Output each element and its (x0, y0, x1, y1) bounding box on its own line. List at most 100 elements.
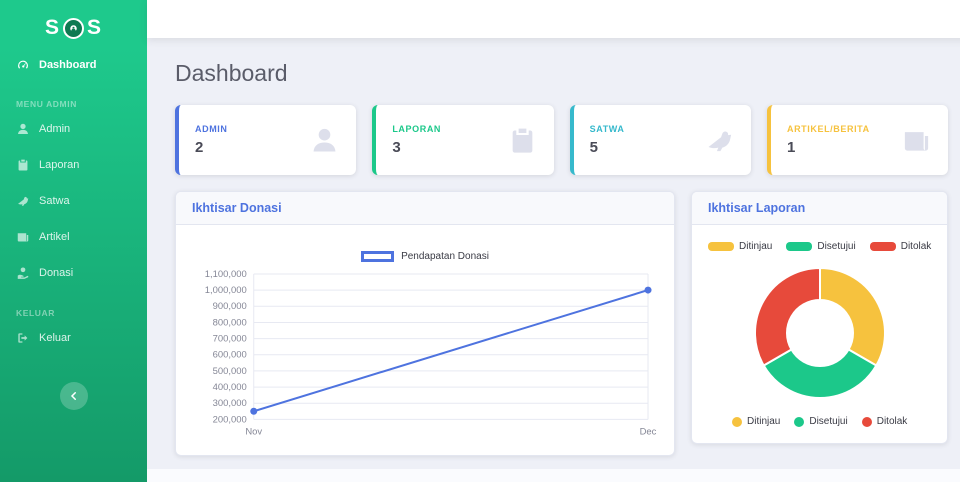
dove-icon (708, 130, 732, 151)
panel-ikhtisar-laporan: Ikhtisar Laporan Ditinjau Disetujui Ditola… (691, 191, 949, 444)
sidebar-item-donasi[interactable]: Donasi (0, 255, 147, 291)
legend-swatch (361, 251, 395, 262)
panel-title: Ikhtisar Donasi (192, 201, 282, 215)
data-point (644, 286, 652, 294)
donut-slice-ditinjau (818, 266, 886, 367)
legend-swatch (786, 242, 813, 251)
content: Dashboard ADMIN 2 LAPORAN 3 SATWA (147, 38, 960, 469)
donut-legend-item-ditinjau[interactable]: Ditinjau (708, 241, 772, 252)
sidebar-item-satwa[interactable]: Satwa (0, 183, 147, 219)
svg-text:1,000,000: 1,000,000 (205, 285, 247, 296)
panel-header: Ikhtisar Donasi (176, 192, 674, 225)
legend-dot (794, 416, 805, 427)
sidebar-item-label: Artikel (39, 231, 70, 243)
stat-card-label: ARTIKEL/BERITA (786, 124, 870, 134)
svg-text:700,000: 700,000 (213, 334, 247, 345)
donut-legend-bottom: Ditinjau Disetujui Ditolak (708, 416, 931, 427)
stat-card-admin[interactable]: ADMIN 2 (175, 105, 357, 175)
donut-legend-item-ditinjau[interactable]: Ditinjau (732, 416, 780, 427)
line-chart: 200,000 300,000 400,000 500,000 600,000 700,0… (205, 269, 657, 437)
stat-card-label: ADMIN (195, 124, 228, 134)
svg-text:800,000: 800,000 (213, 317, 247, 328)
clipboard-icon (512, 128, 532, 153)
stat-card-satwa[interactable]: SATWA 5 (569, 105, 751, 175)
legend-label: Ditinjau (739, 241, 773, 252)
donut-legend-top: Ditinjau Disetujui Ditolak (708, 241, 931, 252)
legend-swatch (708, 242, 734, 251)
donut-legend-item-disetujui[interactable]: Disetujui (794, 416, 848, 427)
svg-text:400,000: 400,000 (213, 382, 247, 393)
legend-label: Ditolak (900, 241, 932, 252)
stat-cards-row: ADMIN 2 LAPORAN 3 SATWA 5 (175, 105, 949, 175)
clipboard-icon (18, 159, 28, 171)
stat-card-text: ADMIN 2 (195, 124, 228, 156)
stat-card-label: SATWA (589, 124, 625, 134)
donut-legend-item-ditolak[interactable]: Ditolak (869, 241, 932, 252)
sidebar-item-keluar[interactable]: Keluar (0, 320, 147, 356)
stat-card-value: 1 (786, 139, 796, 156)
stat-card-laporan[interactable]: LAPORAN 3 (372, 105, 554, 175)
stat-card-text: ARTIKEL/BERITA 1 (787, 124, 870, 156)
legend-label: Disetujui (817, 241, 856, 252)
donut-slice-ditolak (753, 266, 821, 367)
legend-label: Ditolak (876, 416, 908, 427)
brand-text-left: S (44, 16, 60, 39)
donut-legend-item-disetujui[interactable]: Disetujui (786, 241, 856, 252)
svg-text:900,000: 900,000 (213, 301, 247, 312)
charts-row: Ikhtisar Donasi Pendapatan Donasi 200,00… (175, 191, 949, 457)
legend-dot (732, 416, 742, 427)
newspaper-icon (17, 233, 29, 242)
stat-card-text: LAPORAN 3 (392, 124, 441, 156)
tachometer-icon (18, 60, 28, 69)
user-icon (313, 128, 336, 151)
sidebar-section-keluar: KELUAR (16, 308, 56, 318)
panel-body: Pendapatan Donasi 200,000 300,000 400,000 5… (176, 225, 674, 455)
footer-strip (147, 469, 960, 482)
chevron-left-icon (70, 392, 76, 400)
sidebar-item-label: Laporan (39, 159, 80, 171)
svg-text:Nov: Nov (245, 426, 262, 437)
donut-legend-item-ditolak[interactable]: Ditolak (861, 416, 908, 427)
data-point (250, 407, 258, 415)
sidebar-item-admin[interactable]: Admin (0, 111, 147, 147)
sidebar-section-menu-admin: MENU ADMIN (16, 99, 77, 109)
sidebar-item-dashboard[interactable]: Dashboard (0, 48, 147, 82)
sidebar-collapse-button[interactable] (59, 382, 88, 410)
brand-logo[interactable]: S S (0, 0, 147, 48)
stat-card-value: 5 (589, 139, 598, 156)
panel-header: Ikhtisar Laporan (692, 192, 948, 225)
panel-ikhtisar-donasi: Ikhtisar Donasi Pendapatan Donasi 200,00… (175, 191, 675, 457)
brand-logo-icon (63, 17, 84, 39)
legend-label: Pendapatan Donasi (401, 251, 489, 262)
stat-card-value: 3 (392, 139, 401, 156)
stat-card-label: LAPORAN (392, 124, 442, 134)
panel-body: Ditinjau Disetujui Ditolak Ditinjau Disetuj… (692, 225, 947, 443)
sidebar-item-artikel[interactable]: Artikel (0, 219, 147, 255)
donut-slice-disetujui (761, 348, 878, 399)
svg-text:600,000: 600,000 (213, 350, 247, 361)
legend-label: Disetujui (809, 416, 848, 427)
legend-dot (861, 416, 872, 427)
legend-swatch (869, 242, 896, 251)
page-title: Dashboard (175, 60, 288, 86)
stat-card-artikel[interactable]: ARTIKEL/BERITA 1 (766, 105, 949, 175)
sidebar-item-laporan[interactable]: Laporan (0, 147, 147, 183)
stat-card-value: 2 (195, 139, 204, 156)
svg-text:200,000: 200,000 (213, 414, 247, 425)
sidebar-item-label: Keluar (39, 332, 71, 344)
sidebar-item-label: Satwa (39, 195, 70, 207)
brand-text-right: S (87, 16, 103, 39)
user-icon (18, 123, 28, 134)
sign-out-icon (18, 333, 28, 343)
stat-card-text: SATWA 5 (590, 124, 625, 156)
sidebar-item-label: Dashboard (39, 59, 97, 71)
line-chart-legend-item[interactable]: Pendapatan Donasi (192, 251, 658, 262)
newspaper-icon (905, 131, 929, 151)
legend-label: Ditinjau (747, 416, 781, 427)
svg-text:1,100,000: 1,100,000 (205, 269, 247, 280)
dove-icon (18, 196, 29, 206)
main-area: Dashboard ADMIN 2 LAPORAN 3 SATWA (147, 0, 960, 482)
sidebar: S S Dashboard MENU ADMIN Admin Laporan S… (0, 0, 147, 482)
svg-text:Dec: Dec (640, 426, 657, 437)
sidebar-item-label: Admin (39, 123, 71, 135)
